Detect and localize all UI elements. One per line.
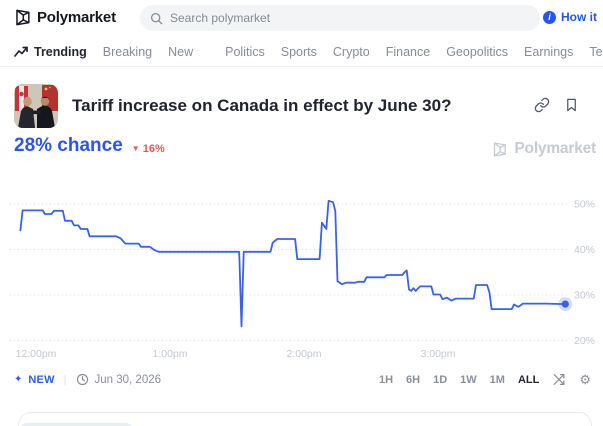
chance-change: ▼ 16%: [132, 143, 165, 155]
timeframe-6h[interactable]: 6H: [406, 373, 421, 386]
timeframe-1w[interactable]: 1W: [460, 373, 477, 386]
nav-item-trending[interactable]: Trending: [14, 45, 87, 59]
price-chart[interactable]: 50% 40% 30% 20% 12:00pm 1:00pm 2:00pm 3:00pm: [0, 170, 603, 362]
search-input[interactable]: Search polymarket: [140, 5, 540, 31]
info-icon: i: [543, 10, 556, 24]
how-it-works-link[interactable]: i How it: [543, 10, 603, 24]
settings-gear-icon[interactable]: ⚙: [579, 372, 591, 387]
watermark-logo-icon: [494, 141, 507, 157]
nav-item-geopolitics[interactable]: Geopolitics: [446, 45, 509, 59]
svg-text:50%: 50%: [574, 199, 595, 211]
nav-label: Trending: [34, 45, 87, 59]
polymarket-logo-icon[interactable]: [13, 8, 32, 27]
meta-divider: |: [63, 373, 67, 386]
market-actions: [534, 97, 579, 113]
svg-text:20%: 20%: [574, 335, 595, 347]
nav-item-finance[interactable]: Finance: [385, 45, 431, 59]
copy-link-icon[interactable]: [534, 97, 550, 113]
new-badge: NEW: [28, 373, 55, 386]
down-arrow-icon: ▼: [131, 144, 140, 153]
sparkle-icon: ✦: [14, 374, 23, 385]
bookmark-icon[interactable]: [564, 97, 579, 113]
svg-text:40%: 40%: [574, 244, 595, 256]
chance-value: 28% chance: [14, 135, 123, 156]
trending-icon: [14, 46, 28, 57]
search-icon: [150, 12, 163, 24]
market-thumbnail: [14, 84, 58, 128]
nav-item-politics[interactable]: Politics: [225, 45, 265, 59]
nav-item-crypto[interactable]: Crypto: [332, 45, 370, 59]
svg-text:12:00pm: 12:00pm: [16, 348, 57, 360]
nav-item-sports[interactable]: Sports: [280, 45, 317, 59]
category-nav: Trending Breaking New Politics Sports Cr…: [0, 38, 603, 67]
chart-footer: ✦ NEW | Jun 30, 2026 1H 6H 1D 1W 1M ALL …: [0, 373, 603, 391]
watermark-label: Polymarket: [514, 140, 596, 157]
svg-text:3:00pm: 3:00pm: [420, 348, 455, 360]
svg-text:1:00pm: 1:00pm: [152, 348, 187, 360]
search-placeholder: Search polymarket: [170, 11, 271, 25]
nav-item-breaking[interactable]: Breaking: [102, 45, 153, 59]
market-meta: ✦ NEW | Jun 30, 2026: [14, 373, 161, 386]
market-title: Tariff increase on Canada in effect by J…: [72, 96, 452, 115]
chance-row: 28% chance ▼ 16%: [14, 135, 165, 157]
svg-text:30%: 30%: [574, 290, 595, 302]
order-panel-tab[interactable]: [20, 423, 133, 426]
brand-name[interactable]: Polymarket: [37, 9, 116, 26]
change-amount: 16%: [142, 142, 165, 155]
how-it-works-label: How it: [561, 10, 597, 24]
nav-item-new[interactable]: New: [168, 45, 194, 59]
timeframe-1d[interactable]: 1D: [433, 373, 448, 386]
svg-text:2:00pm: 2:00pm: [286, 348, 321, 360]
nav-item-earnings[interactable]: Earnings: [524, 45, 574, 59]
timeframe-controls: 1H 6H 1D 1W 1M ALL ⚙: [379, 373, 591, 386]
clock-icon: [76, 373, 88, 386]
compare-arrows-icon[interactable]: [552, 373, 566, 386]
nav-item-tech[interactable]: Tech: [589, 45, 603, 59]
top-header: Polymarket Search polymarket i How it: [0, 0, 603, 36]
timeframe-1m[interactable]: 1M: [489, 373, 505, 386]
timeframe-all[interactable]: ALL: [517, 373, 540, 386]
end-date: Jun 30, 2026: [94, 373, 162, 386]
order-panel-card: [18, 412, 592, 426]
timeframe-1h[interactable]: 1H: [378, 373, 394, 386]
chart-watermark: Polymarket: [491, 140, 596, 158]
